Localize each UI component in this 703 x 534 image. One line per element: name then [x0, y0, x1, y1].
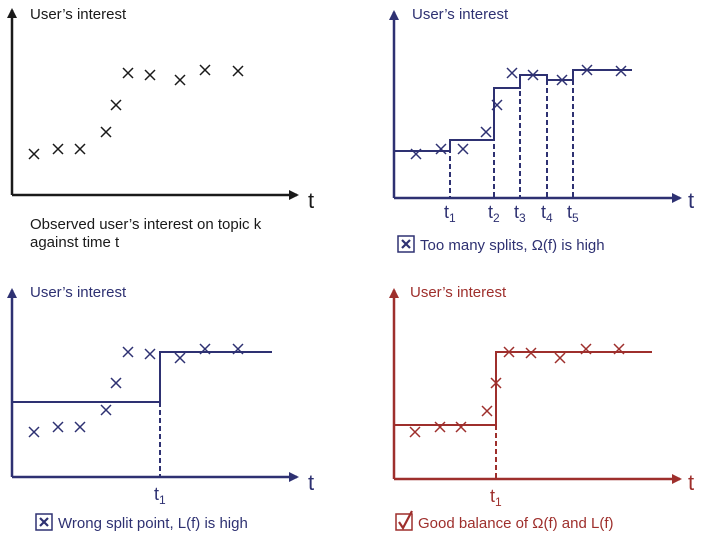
- x-axis-label: t: [308, 470, 314, 495]
- y-axis-label: User’s interest: [30, 284, 127, 301]
- data-point-cross: [554, 352, 566, 364]
- data-point-cross: [74, 421, 86, 433]
- split-label: t5: [567, 202, 579, 225]
- data-point-cross: [457, 143, 469, 155]
- data-point-cross: [556, 74, 568, 86]
- step-function: [394, 69, 632, 152]
- caption: Too many splits, Ω(f) is high: [397, 235, 605, 254]
- y-axis-label: User’s interest: [410, 284, 507, 301]
- data-point-cross: [525, 347, 537, 359]
- cross-box-icon: [35, 513, 53, 531]
- caption-text: Wrong split point, L(f) is high: [58, 515, 248, 532]
- split-label: t2: [488, 202, 500, 225]
- data-point-cross: [74, 143, 86, 155]
- data-point-cross: [110, 377, 122, 389]
- data-point-cross: [481, 405, 493, 417]
- cross-box-icon: [397, 235, 415, 253]
- data-point-cross: [174, 74, 186, 86]
- caption-text: Too many splits, Ω(f) is high: [420, 237, 605, 254]
- split-label: t1: [444, 202, 456, 225]
- data-point-cross: [581, 64, 593, 76]
- data-point-cross: [28, 426, 40, 438]
- check-box-icon: [395, 513, 413, 531]
- data-point-cross: [490, 377, 502, 389]
- data-point-cross: [232, 343, 244, 355]
- x-axis-label: t: [308, 188, 314, 213]
- data-point-cross: [506, 67, 518, 79]
- y-axis-label: User’s interest: [412, 6, 509, 23]
- data-point-cross: [122, 346, 134, 358]
- split-label: t1: [154, 484, 166, 507]
- data-point-cross: [232, 65, 244, 77]
- caption-line-2: against time t: [30, 234, 120, 251]
- data-point-cross: [144, 348, 156, 360]
- caption: Good balance of Ω(f) and L(f): [395, 510, 613, 532]
- step-function: [12, 351, 272, 403]
- data-point-cross: [503, 346, 515, 358]
- data-point-cross: [199, 64, 211, 76]
- data-point-cross: [435, 143, 447, 155]
- data-point-cross: [52, 421, 64, 433]
- step-function: [394, 351, 652, 426]
- data-point-cross: [409, 426, 421, 438]
- data-point-cross: [28, 148, 40, 160]
- x-axis-label: t: [688, 188, 694, 213]
- y-axis-label: User’s interest: [30, 6, 127, 23]
- data-point-cross: [455, 421, 467, 433]
- data-point-cross: [199, 343, 211, 355]
- data-point-cross: [491, 99, 503, 111]
- data-point-cross: [52, 143, 64, 155]
- split-label: t1: [490, 486, 502, 509]
- data-point-cross: [122, 67, 134, 79]
- data-point-cross: [174, 352, 186, 364]
- caption-line-1: Observed user’s interest on topic k: [30, 216, 262, 233]
- data-point-cross: [434, 421, 446, 433]
- split-label: t3: [514, 202, 526, 225]
- split-label: t4: [541, 202, 553, 225]
- data-point-cross: [613, 343, 625, 355]
- data-point-cross: [480, 126, 492, 138]
- data-point-cross: [100, 126, 112, 138]
- data-point-cross: [144, 69, 156, 81]
- data-point-cross: [410, 148, 422, 160]
- caption: Wrong split point, L(f) is high: [35, 513, 248, 532]
- data-point-cross: [615, 65, 627, 77]
- data-point-cross: [527, 69, 539, 81]
- data-point-cross: [100, 404, 112, 416]
- caption-text: Good balance of Ω(f) and L(f): [418, 515, 613, 532]
- data-point-cross: [580, 343, 592, 355]
- data-point-cross: [110, 99, 122, 111]
- x-axis-label: t: [688, 470, 694, 495]
